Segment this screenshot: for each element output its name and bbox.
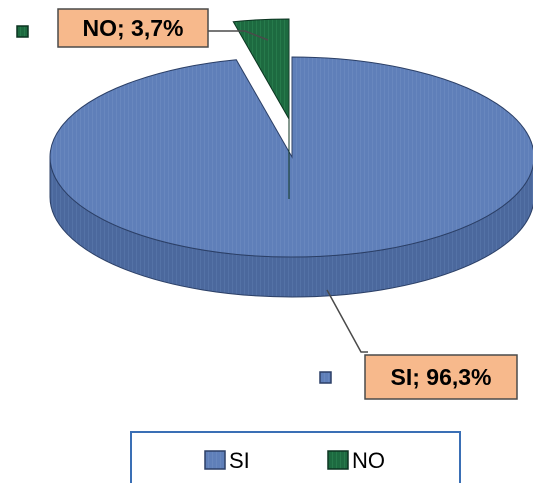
data-label-no-text: NO; 3,7%	[83, 15, 184, 41]
legend-label-no: NO	[352, 448, 385, 473]
legend: SI NO	[130, 431, 461, 483]
legend-swatch-no	[327, 450, 349, 470]
leader-line-si	[326, 289, 368, 353]
legend-label-si: SI	[229, 448, 250, 473]
legend-swatch-si	[204, 450, 226, 470]
slice-si	[49, 56, 533, 258]
data-label-no-box	[57, 8, 209, 48]
data-label-si: SI; 96,3%	[364, 354, 518, 400]
leader-line-no	[207, 30, 269, 41]
legend-key-no-marker	[16, 25, 29, 38]
data-label-si-text: SI; 96,3%	[391, 364, 492, 390]
data-label-no: NO; 3,7%	[57, 8, 209, 48]
data-label-si-box	[364, 354, 518, 400]
legend-key-si-marker	[319, 371, 332, 384]
legend-box	[130, 431, 461, 483]
slice-no	[232, 18, 290, 121]
